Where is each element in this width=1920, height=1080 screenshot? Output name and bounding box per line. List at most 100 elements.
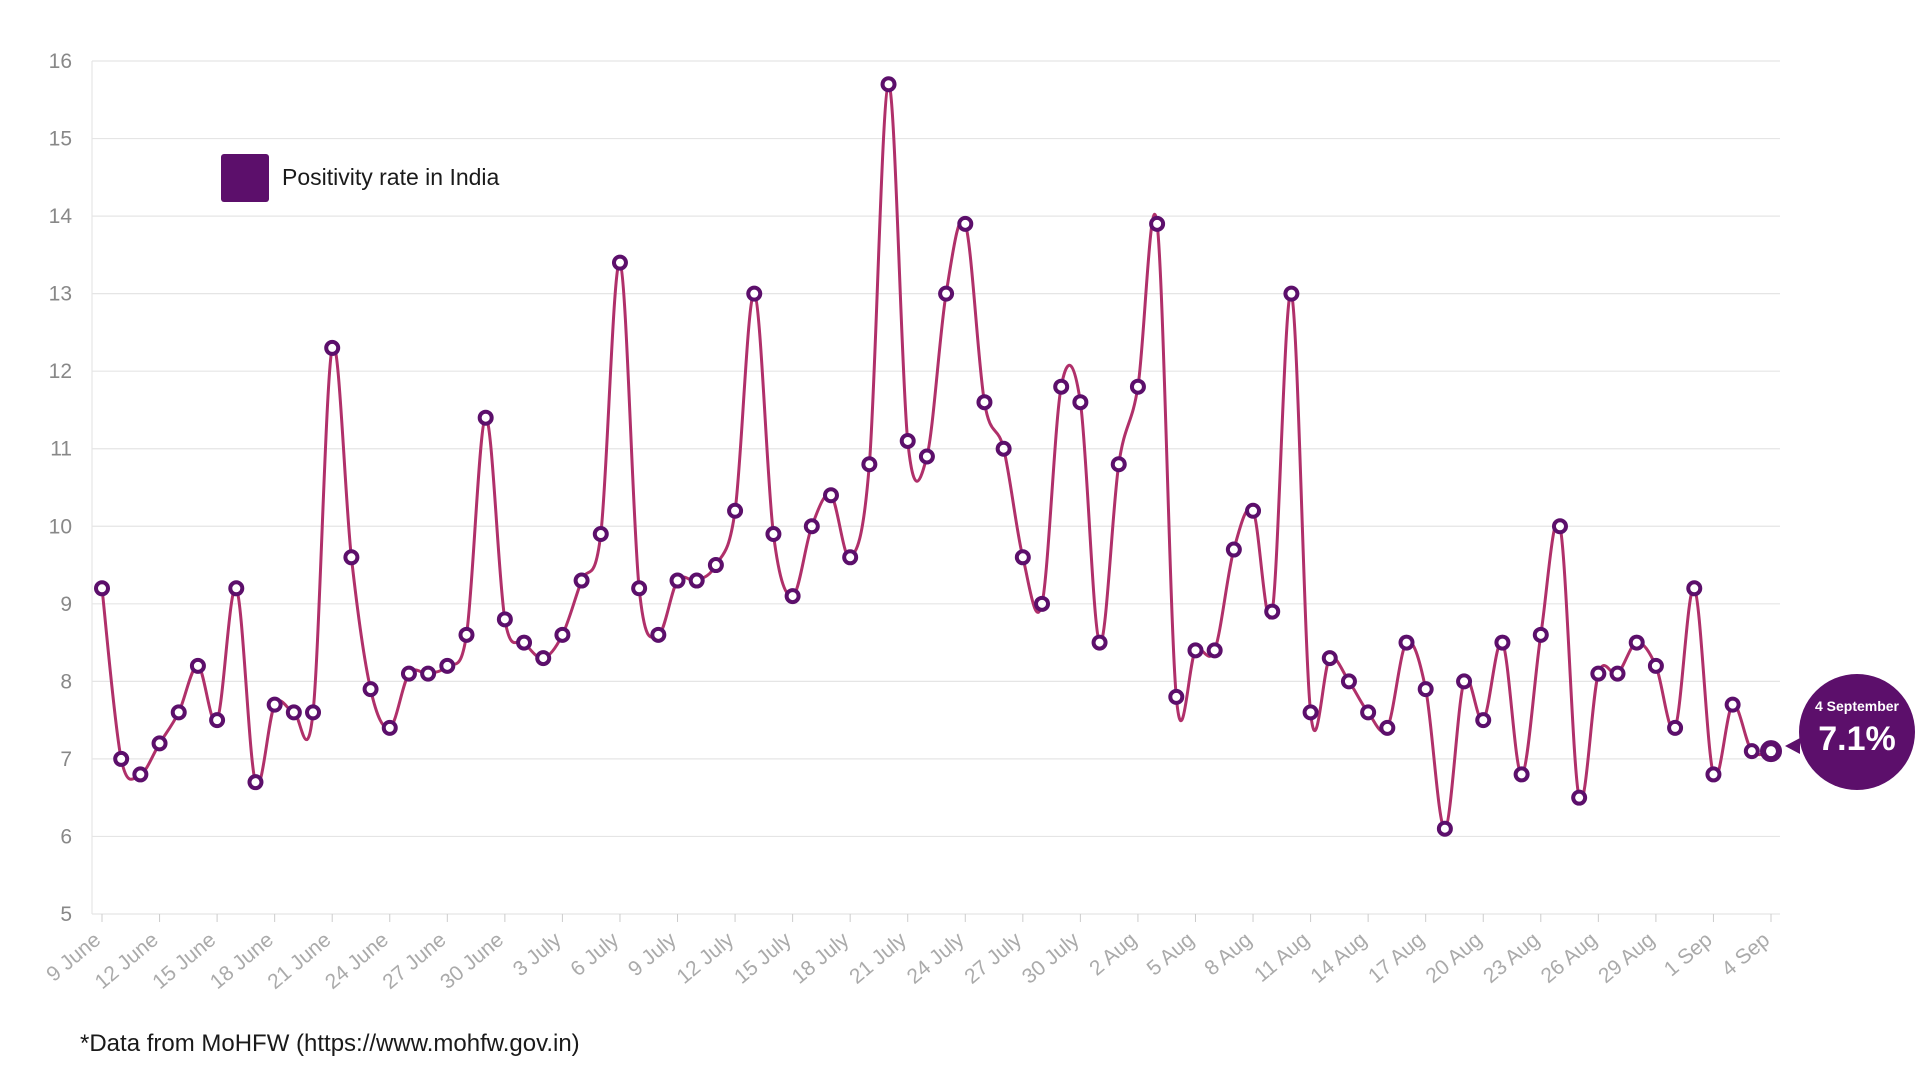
data-point: [707, 557, 724, 574]
data-point: [1686, 580, 1703, 597]
data-point: [420, 665, 437, 682]
data-point: [1436, 820, 1453, 837]
callout-value: 7.1%: [1818, 720, 1896, 758]
x-tick-label: 14 Aug: [1306, 928, 1371, 988]
data-point: [113, 750, 130, 767]
data-point: [1283, 285, 1300, 302]
callout-date: 4 September: [1814, 698, 1900, 714]
x-tick-label: 30 June: [436, 928, 508, 994]
data-point: [496, 611, 513, 628]
data-point: [727, 502, 744, 519]
x-tick-label: 5 Aug: [1143, 928, 1199, 980]
data-point: [266, 696, 283, 713]
x-tick-label: 1 Sep: [1660, 928, 1717, 981]
x-tick-label: 26 Aug: [1537, 928, 1602, 988]
data-point: [535, 650, 552, 667]
data-point: [1225, 541, 1242, 558]
data-point: [1360, 704, 1377, 721]
data-point: [477, 409, 494, 426]
data-point: [1264, 603, 1281, 620]
y-tick-label: 15: [49, 128, 72, 151]
data-point: [1456, 673, 1473, 690]
data-point: [1571, 789, 1588, 806]
x-tick-label: 27 July: [960, 928, 1026, 989]
data-points: [94, 76, 1782, 837]
data-point: [1743, 743, 1760, 760]
y-tick-label: 12: [49, 360, 72, 383]
data-point: [631, 580, 648, 597]
data-point: [976, 394, 993, 411]
x-tick-label: 6 July: [566, 928, 623, 981]
x-tick-label: 27 June: [378, 928, 450, 994]
x-tick-label: 17 Aug: [1364, 928, 1429, 988]
y-tick-label: 11: [50, 438, 72, 461]
x-tick-label: 12 June: [91, 928, 163, 994]
data-point: [458, 626, 475, 643]
x-tick-label: 11 Aug: [1250, 928, 1314, 987]
y-tick-label: 13: [49, 283, 72, 306]
data-point: [803, 518, 820, 535]
y-tick-label: 9: [60, 593, 72, 616]
callout-pointer: [1785, 738, 1800, 754]
data-point: [669, 572, 686, 589]
data-point: [650, 626, 667, 643]
data-point: [1398, 634, 1415, 651]
data-point: [1417, 681, 1434, 698]
data-point: [822, 487, 839, 504]
y-tick-label: 7: [60, 748, 72, 771]
data-point: [1551, 518, 1568, 535]
data-point: [765, 526, 782, 543]
data-point: [1379, 719, 1396, 736]
x-tick-label: 29 Aug: [1594, 928, 1659, 988]
data-point: [746, 285, 763, 302]
data-point: [1647, 657, 1664, 674]
data-point: [880, 76, 897, 93]
data-point: [1628, 634, 1645, 651]
data-point: [1590, 665, 1607, 682]
data-point: [995, 440, 1012, 457]
data-point: [554, 626, 571, 643]
data-point: [1321, 650, 1338, 667]
y-tick-label: 8: [60, 670, 72, 693]
gridlines: [92, 60, 1780, 915]
data-point: [1072, 394, 1089, 411]
data-point: [1513, 766, 1530, 783]
y-tick-label: 5: [60, 903, 72, 926]
data-point: [285, 704, 302, 721]
data-point: [343, 549, 360, 566]
x-tick-label: 18 June: [206, 928, 278, 994]
data-point: [381, 719, 398, 736]
series-positivity-rate: [100, 82, 1773, 831]
data-point: [1494, 634, 1511, 651]
x-tick-label: 8 Aug: [1200, 928, 1256, 980]
source-note: *Data from MoHFW (https://www.mohfw.gov.…: [80, 1030, 580, 1057]
data-point: [1609, 665, 1626, 682]
legend-label: Positivity rate in India: [282, 164, 500, 190]
data-point: [132, 766, 149, 783]
data-point: [362, 681, 379, 698]
data-point: [1532, 626, 1549, 643]
data-point: [611, 254, 628, 271]
x-tick-label: 15 June: [148, 928, 220, 994]
data-point: [400, 665, 417, 682]
data-point: [1034, 595, 1051, 612]
x-tick-label: 18 July: [788, 928, 854, 989]
x-tick-label: 23 Aug: [1479, 928, 1544, 988]
data-point: [1667, 719, 1684, 736]
series-line: [100, 82, 1773, 831]
data-point: [1724, 696, 1741, 713]
data-point: [439, 657, 456, 674]
x-tick-label: 30 July: [1018, 928, 1084, 989]
x-tick-label: 9 July: [624, 928, 681, 981]
data-point: [1014, 549, 1031, 566]
latest-value-callout: 4 September 7.1%: [1799, 674, 1915, 790]
data-point: [1053, 378, 1070, 395]
data-point: [209, 712, 226, 729]
data-point: [938, 285, 955, 302]
x-tick-label: 21 June: [263, 928, 335, 994]
data-point: [1475, 712, 1492, 729]
y-tick-label: 6: [60, 825, 72, 848]
y-tick-label: 14: [49, 205, 73, 228]
